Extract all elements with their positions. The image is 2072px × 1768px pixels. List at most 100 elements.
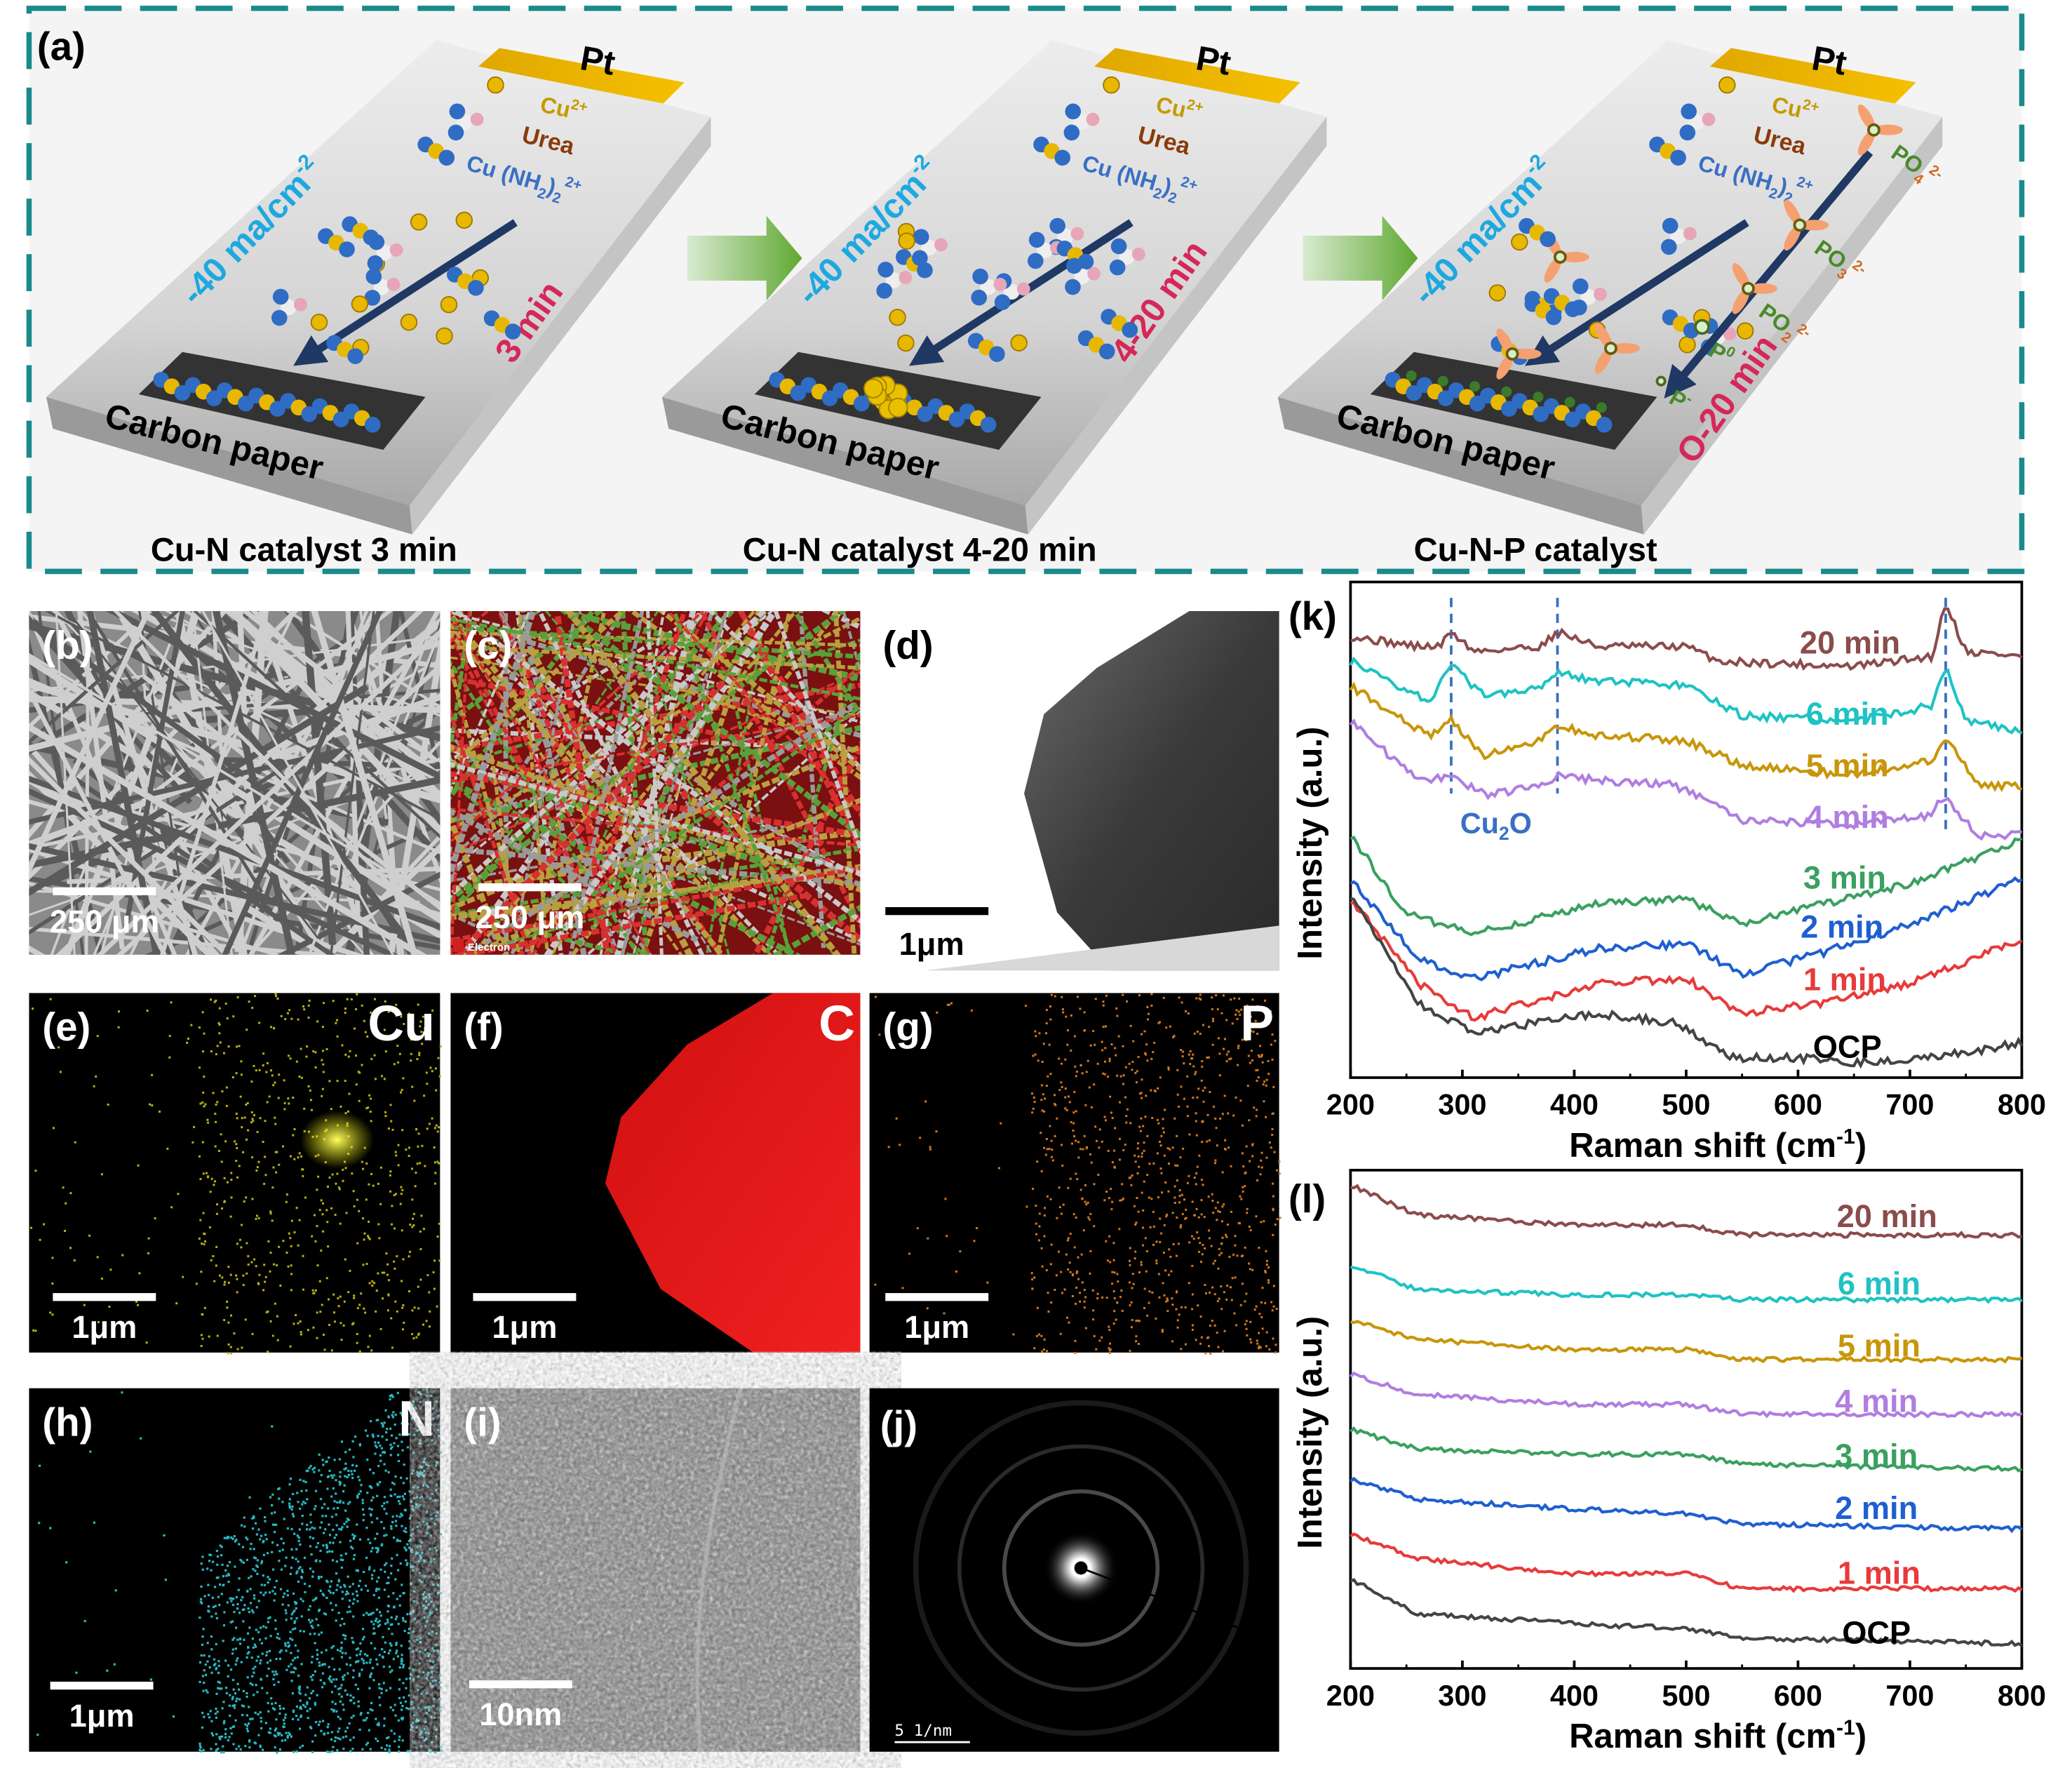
series-line-ocp [1350, 1578, 2023, 1647]
sem-image-b: (b) 250 μm [29, 610, 440, 955]
cu-ion-icon [400, 313, 418, 331]
panel-label-l: (l) [1289, 1177, 1326, 1221]
scale-bar [469, 1680, 572, 1689]
urea-molecule-icon [1063, 103, 1100, 141]
cu-nh2-complex-icon [769, 371, 807, 401]
phosphate-ion-icon [1857, 104, 1903, 156]
migration-arrow-icon [293, 219, 518, 366]
phosphate-ion-icon [1594, 323, 1640, 374]
series-label: 4 min [1835, 1384, 1918, 1419]
cu-ion-icon [1488, 284, 1507, 302]
eds-map-n: (h) N 1μm [29, 1388, 443, 1754]
image-background [29, 1388, 440, 1752]
panel-label-j: (j) [880, 1402, 917, 1447]
cu-rich-region [300, 1111, 375, 1169]
scale-bar [473, 1293, 577, 1301]
scale-bar-label: 250 μm [50, 904, 159, 939]
eds-map-p: (g) P 1μm [869, 993, 1281, 1355]
cu-nh2-complex-icon [959, 403, 997, 433]
cu-ion-icon [436, 327, 453, 345]
series-label: 6 min [1838, 1266, 1920, 1301]
urea-molecule-icon [1028, 232, 1063, 269]
eds-map-c: (f) C 1μm [450, 993, 861, 1353]
image-background [29, 993, 440, 1353]
p-signal-dots [874, 993, 1281, 1355]
series-label: 5 min [1806, 747, 1889, 783]
y-axis-label: Intensity (a.u.) [1291, 1316, 1329, 1549]
element-label: Cu [368, 996, 434, 1052]
cu-ion-icon [351, 295, 369, 313]
series-label: 2 min [1835, 1490, 1918, 1526]
panel-label-e: (e) [42, 1005, 90, 1049]
pt-electrode-label: Pt [1809, 39, 1850, 83]
series-line-ocp [1350, 897, 2024, 1069]
series-label: 5 min [1838, 1328, 1920, 1364]
cu-nh2-complex-icon [417, 136, 455, 166]
series-line-1-min [1350, 901, 2023, 1022]
scale-bar [894, 1741, 970, 1743]
text-span: 2+ [1185, 96, 1205, 115]
urea-molecule-icon [367, 234, 403, 272]
x-tick-label: 200 [1326, 1088, 1375, 1121]
x-tick-label: 400 [1550, 1088, 1599, 1121]
text-span: Cu [538, 91, 572, 122]
cu-ion-icon [889, 309, 906, 326]
x-tick-label: 300 [1438, 1679, 1486, 1712]
scale-bar-label: 250 μm [476, 899, 585, 935]
saed-pattern-j: (j) 5 1/nm [869, 1388, 1279, 1752]
series-line-4-min [1349, 1371, 2023, 1419]
x-tick-label: 400 [1550, 1679, 1599, 1712]
phosphate-ion-icon [1732, 263, 1777, 314]
cu-ion-icon [410, 213, 428, 231]
urea-molecule-icon [971, 268, 1007, 306]
x-tick-label: 600 [1774, 1679, 1822, 1712]
cu-ion-label: Cu2+ [538, 90, 589, 126]
series-label: 4 min [1806, 799, 1889, 835]
cu-nh2-complex-icon [1519, 217, 1556, 248]
x-axis-label: Raman shift (cm-1) [1569, 1125, 1866, 1165]
cu-ion-icon [1010, 334, 1028, 351]
x-tick-label: 800 [1998, 1088, 2046, 1121]
text-span: Raman shift (cm [1569, 1127, 1836, 1165]
y-axis-label: Intensity (a.u.) [1291, 727, 1329, 960]
x-axis-label: Raman shift (cm-1) [1569, 1716, 1866, 1755]
eds-overlay-c: (c) 250 μm Electron [450, 610, 861, 955]
cu-ion-label: Cu2+ [1154, 90, 1205, 126]
lattice-noise [450, 1388, 861, 1752]
diffraction-rings [913, 1400, 1270, 1736]
cu-nh2-complex-icon [1543, 288, 1581, 318]
panel-label-a: (a) [37, 24, 86, 68]
phosphorus-reduction-arrow-icon [1664, 149, 1873, 399]
cu-signal-dots [29, 993, 442, 1355]
hrtem-image-i: (i) 10nm [450, 1388, 861, 1753]
urea-molecule-icon [1109, 238, 1145, 276]
cu-nh2-complex-icon [343, 403, 381, 433]
text-span: Cu [1460, 806, 1499, 839]
raman-chart-l: 200 300 400 500 600 700 800 Raman shift (cm-1) I… [1289, 1168, 2046, 1755]
series-label: OCP [1813, 1029, 1882, 1065]
panel-label-k: (k) [1289, 594, 1337, 638]
series-line-3-min [1349, 1426, 2023, 1473]
series-label: 6 min [1806, 696, 1889, 732]
cu-nh2-complex-icon [1649, 136, 1686, 166]
cu-ion-icon [1511, 233, 1528, 251]
series-line-4-min [1349, 718, 2022, 841]
series-label: 1 min [1803, 962, 1886, 998]
scale-bar [478, 883, 581, 892]
pt-electrode-label: Pt [1193, 39, 1234, 83]
text-span: O [1509, 806, 1532, 839]
tem-image-d: (d) 1μm [869, 610, 1279, 971]
scale-bar-label: 1μm [72, 1309, 137, 1345]
scale-bar [50, 1681, 154, 1690]
cu2o-annotation: Cu2O [1460, 806, 1532, 843]
series-line-6-min [1349, 656, 2023, 735]
urea-molecule-icon [271, 288, 307, 326]
scale-bar-label: 1μm [69, 1698, 135, 1734]
cu-nh2-complex-icon [1524, 296, 1562, 326]
scale-bar [885, 906, 989, 916]
urea-molecule-icon [364, 268, 401, 306]
phosphate-ion-icon [1496, 328, 1542, 380]
panel-label-g: (g) [882, 1005, 933, 1049]
slab-caption: Cu-N-P catalyst [1414, 530, 1657, 568]
migration-arrow-icon [1524, 219, 1749, 366]
